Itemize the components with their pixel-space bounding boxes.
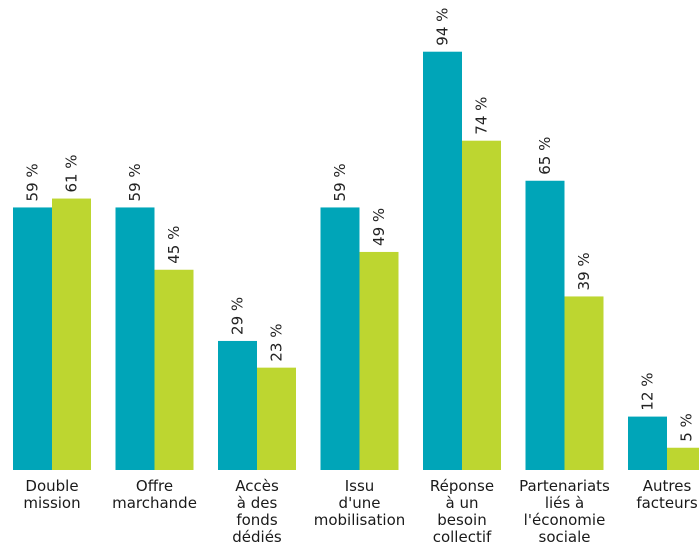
bar-s2-c6 [564,296,604,470]
bar-s1-c6 [525,180,565,470]
category-label-6: Partenariats liés à l'économie sociale [519,477,610,546]
bar-s1-c1 [13,207,52,470]
category-label-6-line-3: l'économie [524,511,606,529]
value-label-s2-c4: 49 % [370,208,388,246]
category-label-1: Double mission [23,477,80,512]
category-label-5-line-4: collectif [433,528,492,546]
value-label-s2-c6: 39 % [575,252,593,290]
category-label-1-line-1: Double [25,477,78,495]
bars-layer [13,51,699,471]
category-label-6-line-1: Partenariats [519,477,610,495]
category-label-5-line-3: besoin [437,511,486,529]
category-label-3-line-1: Accès [235,477,279,495]
value-label-s1-c2: 59 % [126,163,144,201]
value-label-s2-c7: 5 % [678,413,696,442]
category-label-7-line-1: Autres [643,477,692,495]
bar-s2-c4 [359,251,399,470]
category-label-7: Autres facteurs [636,477,698,512]
bar-s1-c7 [628,416,667,470]
category-label-3: Accès à des fonds dédiés [232,477,282,546]
category-label-1-line-2: mission [23,494,80,512]
value-label-s1-c3: 29 % [229,297,247,335]
bar-s2-c7 [667,447,699,470]
category-label-3-line-4: dédiés [232,528,282,546]
category-label-5: Réponse à un besoin collectif [430,477,494,546]
category-label-4-line-2: d'une [339,494,381,512]
bar-s2-c3 [257,367,296,470]
value-labels-layer: 59 % 61 % 59 % 45 % 29 % 23 % 59 % 49 % 94 % 74 %… [24,8,696,442]
category-label-5-line-2: à un [446,494,479,512]
category-label-6-line-2: liés à [545,494,584,512]
value-label-s2-c2: 45 % [165,226,183,264]
value-label-s2-c3: 23 % [268,324,286,362]
value-label-s1-c5: 94 % [434,8,452,46]
category-label-7-line-2: facteurs [636,494,698,512]
value-label-s1-c4: 59 % [331,163,349,201]
category-label-2-line-2: marchande [112,494,197,512]
category-label-4-line-3: mobilisation [314,511,406,529]
bar-s1-c5 [423,51,462,470]
category-label-2: Offre marchande [112,477,197,512]
bar-s1-c4 [320,207,360,470]
category-label-4-line-1: Issu [345,477,375,495]
category-label-4: Issu d'une mobilisation [314,477,406,529]
bar-s2-c5 [462,140,501,470]
category-label-5-line-1: Réponse [430,477,494,495]
category-labels-layer: Double mission Offre marchande Accès à des fon… [23,477,697,546]
bar-s2-c1 [52,198,91,471]
category-label-6-line-4: sociale [539,528,591,546]
bar-s2-c2 [154,269,194,470]
category-label-3-line-2: à des [237,494,278,512]
value-label-s1-c6: 65 % [536,137,554,175]
bar-s1-c3 [218,340,257,470]
value-label-s1-c1: 59 % [24,163,42,201]
category-label-3-line-3: fonds [236,511,277,529]
value-label-s2-c5: 74 % [473,97,491,135]
value-label-s1-c7: 12 % [639,372,657,410]
bar-s1-c2 [115,207,155,470]
value-label-s2-c1: 61 % [63,154,81,192]
category-label-2-line-1: Offre [136,477,173,495]
